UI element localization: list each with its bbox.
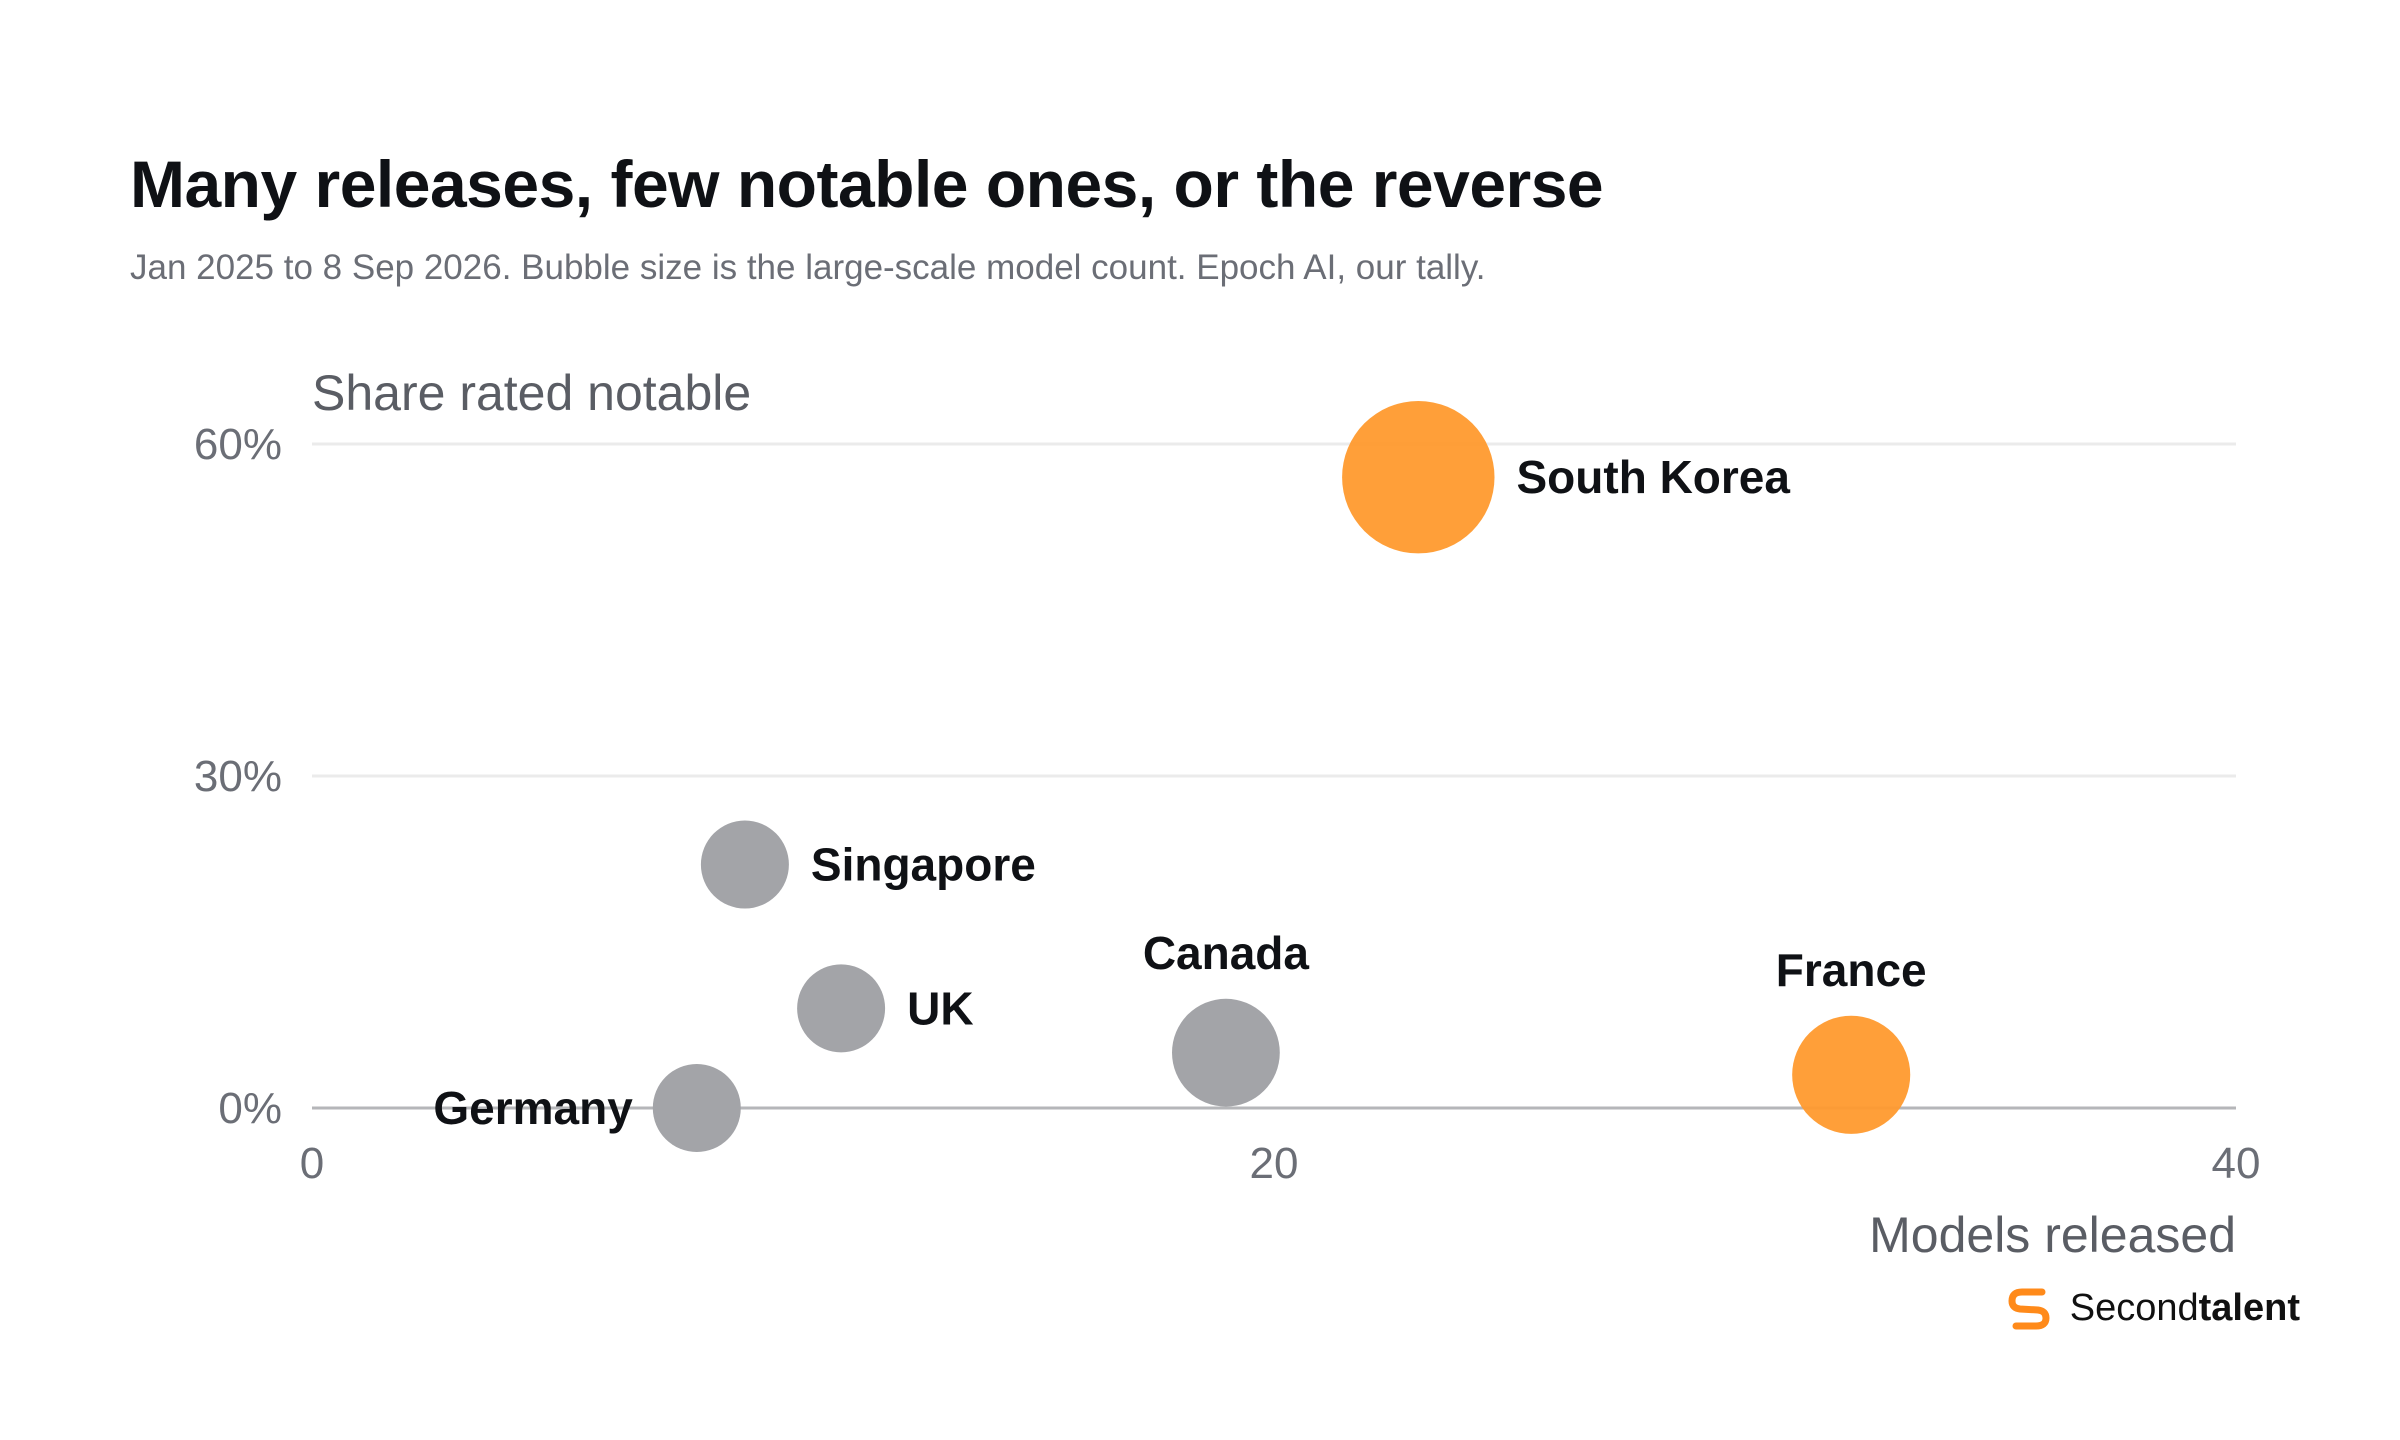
x-axis-ticks: 0 20 40 [300,1139,2261,1188]
bubble [1342,400,1495,554]
bubble [1172,998,1280,1107]
x-tick-label: 0 [300,1139,324,1188]
x-tick-label: 40 [2212,1139,2261,1188]
bubble-label: South Korea [1517,451,1791,503]
bubble-label: France [1776,944,1927,996]
y-tick-label: 0% [218,1084,282,1133]
bubble-label: Canada [1143,927,1310,979]
bubble-label: Germany [433,1082,633,1134]
secondtalent-logo-icon [2008,1288,2050,1330]
bubble [652,1064,741,1152]
grid-layer [312,442,2236,1110]
bubbles [652,400,1911,1152]
brand-name: Secondtalent [2069,1286,2300,1329]
x-axis-label: Models released [1869,1207,2236,1263]
y-tick-label: 30% [194,752,282,801]
chart-subtitle: Jan 2025 to 8 Sep 2026. Bubble size is t… [130,248,1486,287]
bubble-labels: South Korea Singapore UK Canada France German… [433,451,1926,1134]
bubble [797,964,886,1053]
bubble-label: Singapore [811,839,1036,891]
y-tick-label: 60% [194,420,282,469]
y-axis-label: Share rated notable [312,365,751,421]
x-tick-label: 20 [1250,1139,1299,1188]
bubble-label: UK [907,982,973,1034]
bubble [1792,1015,1911,1134]
brand-logo: Secondtalent [2004,1282,2300,1334]
bubble [700,820,789,909]
y-axis-ticks: 0% 30% 60% [194,420,282,1133]
chart-title: Many releases, few notable ones, or the … [130,147,1604,221]
